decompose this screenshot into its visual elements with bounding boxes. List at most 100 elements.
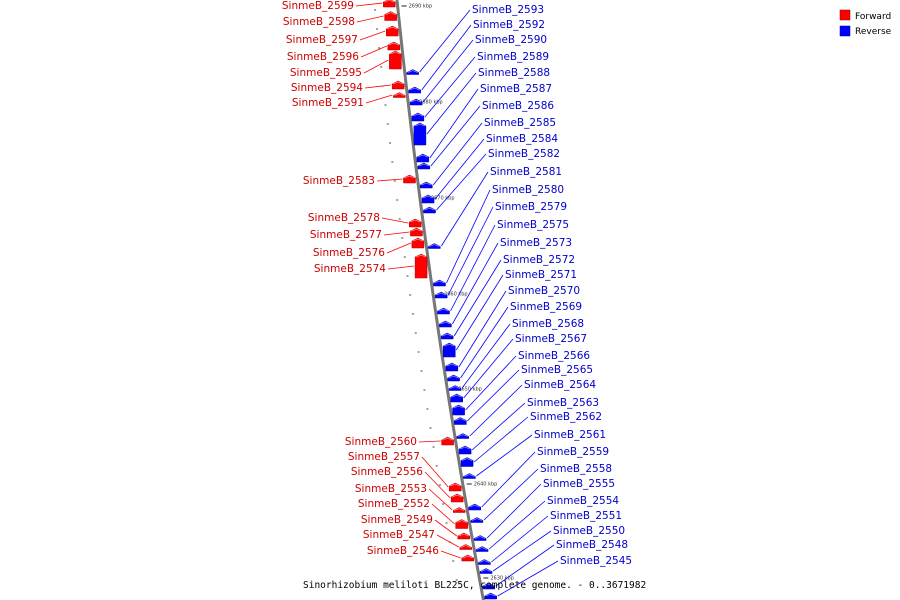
forward-leader-line [387, 265, 415, 270]
reverse-leader-line [467, 369, 520, 422]
reverse-leader-line [486, 483, 542, 539]
reverse-gene-SinmeB_2563 [458, 445, 472, 455]
reverse-leader-line [447, 206, 494, 296]
reverse-gene-label: SinmeB_2559 [537, 446, 609, 458]
reverse-gene-SinmeB_2562 [460, 457, 474, 467]
reverse-gene-SinmeB_2572 [440, 332, 454, 340]
reverse-gene-label: SinmeB_2580 [492, 184, 564, 196]
forward-gene-label: SinmeB_2552 [358, 498, 430, 510]
legend-forward-label: Forward [855, 12, 891, 22]
forward-gene-label: SinmeB_2597 [286, 34, 358, 46]
reverse-gene-label: SinmeB_2570 [508, 285, 580, 297]
reverse-gene-label: SinmeB_2588 [478, 67, 550, 79]
kbp-tick-label: 2630 kbp [490, 576, 514, 582]
forward-leader-line [364, 84, 392, 89]
forward-leader-line [421, 456, 449, 488]
forward-leader-line [376, 178, 403, 182]
kbp-ticks: 2690 kbp 2680 kbp 2670 kbp 2660 kbp 2650 kbp… [374, 4, 514, 582]
reverse-leader-line [465, 355, 517, 411]
gene-features [383, 0, 497, 600]
forward-gene-SinmeB_2594 [391, 80, 405, 90]
forward-gene-SinmeB_2547 [459, 544, 472, 550]
reverse-gene-label: SinmeB_2567 [515, 333, 587, 345]
kbp-tick-label: 2670 kbp [431, 196, 455, 202]
forward-gene-label: SinmeB_2596 [287, 51, 359, 63]
reverse-gene-SinmeB_2573 [439, 320, 452, 328]
reverse-leader-line [469, 384, 523, 437]
forward-leader-line [436, 534, 459, 548]
reverse-gene-label: SinmeB_2558 [540, 463, 612, 475]
reverse-gene-label: SinmeB_2548 [556, 539, 628, 551]
reverse-gene-SinmeB_2592 [408, 86, 421, 94]
reverse-leader-line [432, 122, 483, 186]
reverse-gene-SinmeB_2566 [452, 404, 465, 416]
reverse-gene-label: SinmeB_2550 [553, 525, 625, 537]
reverse-gene-SinmeB_2588 [413, 122, 427, 146]
legend-reverse-swatch [839, 25, 851, 37]
reverse-leader-line [463, 338, 514, 399]
forward-gene-label: SinmeB_2560 [345, 436, 417, 448]
reverse-leader-line [461, 323, 511, 389]
reverse-gene-SinmeB_2575 [437, 307, 450, 315]
reverse-leader-line [450, 224, 496, 312]
reverse-leader-line [492, 530, 552, 572]
forward-leader-line [434, 519, 458, 537]
reverse-gene-label: SinmeB_2569 [510, 301, 582, 313]
forward-gene-SinmeB_2549 [457, 532, 471, 540]
reverse-gene-SinmeB_2582 [423, 206, 436, 214]
forward-gene-label: SinmeB_2576 [313, 247, 385, 259]
forward-leader-line [440, 550, 461, 559]
reverse-leader-line [491, 515, 549, 563]
reverse-gene-SinmeB_2589 [411, 112, 425, 122]
reverse-leader-line [430, 105, 481, 167]
forward-gene-label: SinmeB_2591 [292, 97, 364, 109]
reverse-leader-line [495, 544, 555, 587]
reverse-leader-line [436, 153, 487, 211]
reverse-gene-label: SinmeB_2587 [480, 83, 552, 95]
reverse-gene-label: SinmeB_2575 [497, 219, 569, 231]
reverse-leader-line [446, 189, 491, 284]
reverse-leader-line [471, 402, 526, 451]
forward-gene-label: SinmeB_2599 [282, 0, 354, 12]
forward-gene-SinmeB_2546 [461, 554, 474, 562]
forward-gene-SinmeB_2599 [383, 0, 396, 8]
forward-gene-label: SinmeB_2557 [348, 451, 420, 463]
reverse-gene-SinmeB_2580 [433, 279, 446, 287]
reverse-gene-label: SinmeB_2586 [482, 100, 554, 112]
reverse-gene-label: SinmeB_2579 [495, 201, 567, 213]
forward-gene-SinmeB_2577 [410, 227, 423, 237]
reverse-leader-line [483, 468, 539, 521]
reverse-leader-line [421, 24, 472, 91]
reverse-leader-line [481, 451, 536, 508]
reverse-leader-line [453, 259, 502, 337]
forward-gene-SinmeB_2578 [408, 218, 422, 228]
forward-leader-line [418, 440, 441, 443]
reverse-leader-line [419, 9, 471, 73]
kbp-tick-label: 2680 kbp [419, 100, 443, 106]
kbp-tick-label: 2660 kbp [444, 292, 468, 298]
reverse-gene-SinmeB_2564 [456, 433, 470, 439]
reverse-gene-SinmeB_2567 [450, 393, 463, 403]
label-leader-lines [355, 2, 559, 597]
reverse-gene-label: SinmeB_2572 [503, 254, 575, 266]
reverse-leader-line [424, 56, 476, 118]
forward-gene-SinmeB_2556 [450, 493, 464, 503]
reverse-gene-SinmeB_2587 [416, 153, 430, 163]
forward-leader-line [365, 94, 393, 104]
forward-leader-line [381, 217, 409, 224]
reverse-gene-label: SinmeB_2585 [484, 117, 556, 129]
forward-gene-SinmeB_2553 [452, 507, 466, 513]
reverse-gene-SinmeB_2569 [447, 374, 460, 382]
reverse-leader-line [476, 434, 533, 477]
reverse-gene-label: SinmeB_2582 [488, 148, 560, 160]
reverse-gene-label: SinmeB_2545 [560, 555, 632, 567]
reverse-leader-line [455, 274, 504, 351]
reverse-gene-SinmeB_2570 [445, 362, 459, 372]
reverse-leader-line [434, 138, 485, 200]
forward-gene-label: SinmeB_2556 [351, 466, 423, 478]
reverse-gene-SinmeB_2550 [479, 568, 493, 574]
reverse-gene-SinmeB_2558 [470, 517, 484, 523]
reverse-gene-label: SinmeB_2584 [486, 133, 558, 145]
forward-leader-line [431, 503, 455, 525]
forward-gene-label: SinmeB_2595 [290, 67, 362, 79]
